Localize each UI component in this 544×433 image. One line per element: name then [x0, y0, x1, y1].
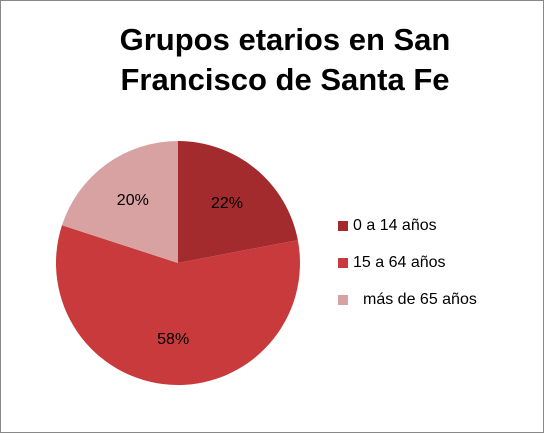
pie-slice — [61, 141, 179, 263]
pie-slice — [178, 141, 298, 263]
legend-swatch — [338, 258, 348, 268]
data-label: 20% — [117, 192, 149, 209]
legend-swatch — [338, 221, 348, 231]
chart-title: Grupos etarios en San Francisco de Santa… — [119, 22, 451, 97]
legend-label: 15 a 64 años — [353, 254, 446, 271]
legend-label: 0 a 14 años — [353, 217, 437, 234]
legend-label: más de 65 años — [363, 291, 477, 308]
pie-slice — [55, 225, 300, 385]
data-label: 58% — [157, 331, 189, 348]
data-label: 22% — [211, 195, 243, 212]
legend-swatch — [338, 295, 348, 305]
